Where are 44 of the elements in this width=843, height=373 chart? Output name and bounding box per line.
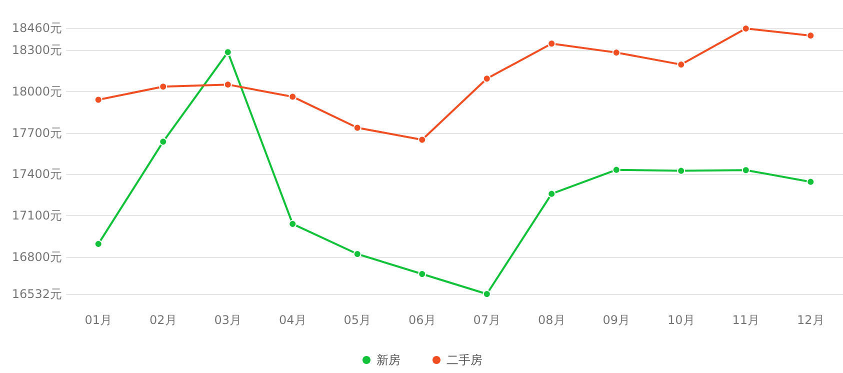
legend-label: 二手房 xyxy=(446,353,482,367)
point xyxy=(482,74,491,83)
x-tick-label: 04月 xyxy=(278,313,306,327)
point xyxy=(677,166,686,175)
x-tick-label: 07月 xyxy=(473,313,501,327)
y-tick-label: 18300元 xyxy=(12,43,62,58)
y-tick-label: 18000元 xyxy=(12,84,62,98)
y-tick-label: 18460元 xyxy=(12,21,62,35)
y-tick-label: 17400元 xyxy=(12,167,62,182)
x-tick-label: 11月 xyxy=(732,313,760,327)
x-tick-label: 12月 xyxy=(796,313,824,327)
y-tick-label: 17700元 xyxy=(12,126,62,140)
point xyxy=(742,24,750,33)
point xyxy=(159,138,168,146)
point xyxy=(288,92,297,101)
x-tick-label: 05月 xyxy=(344,313,372,327)
point xyxy=(612,48,620,57)
point xyxy=(742,166,750,174)
point xyxy=(806,32,815,40)
point xyxy=(94,240,102,248)
y-tick-label: 16800元 xyxy=(12,250,62,264)
point xyxy=(548,190,556,198)
point xyxy=(548,40,556,48)
point xyxy=(224,48,232,56)
point xyxy=(224,80,232,89)
point xyxy=(612,166,620,174)
x-tick-label: 03月 xyxy=(214,313,242,327)
y-tick-label: 17100元 xyxy=(12,208,62,223)
point xyxy=(94,96,102,104)
point xyxy=(159,82,168,91)
x-tick-label: 02月 xyxy=(149,313,177,327)
x-tick-label: 08月 xyxy=(538,313,566,327)
x-tick-label: 10月 xyxy=(667,313,695,327)
point xyxy=(288,220,297,228)
x-tick-label: 09月 xyxy=(602,313,630,327)
point xyxy=(482,290,491,298)
x-tick-label: 06月 xyxy=(408,313,436,327)
point xyxy=(677,60,686,69)
point xyxy=(806,178,815,186)
legend-label: 新房 xyxy=(376,353,400,367)
x-tick-label: 01月 xyxy=(84,313,112,327)
point xyxy=(418,136,426,144)
point xyxy=(353,124,362,132)
y-tick-label: 16532元 xyxy=(12,287,62,301)
